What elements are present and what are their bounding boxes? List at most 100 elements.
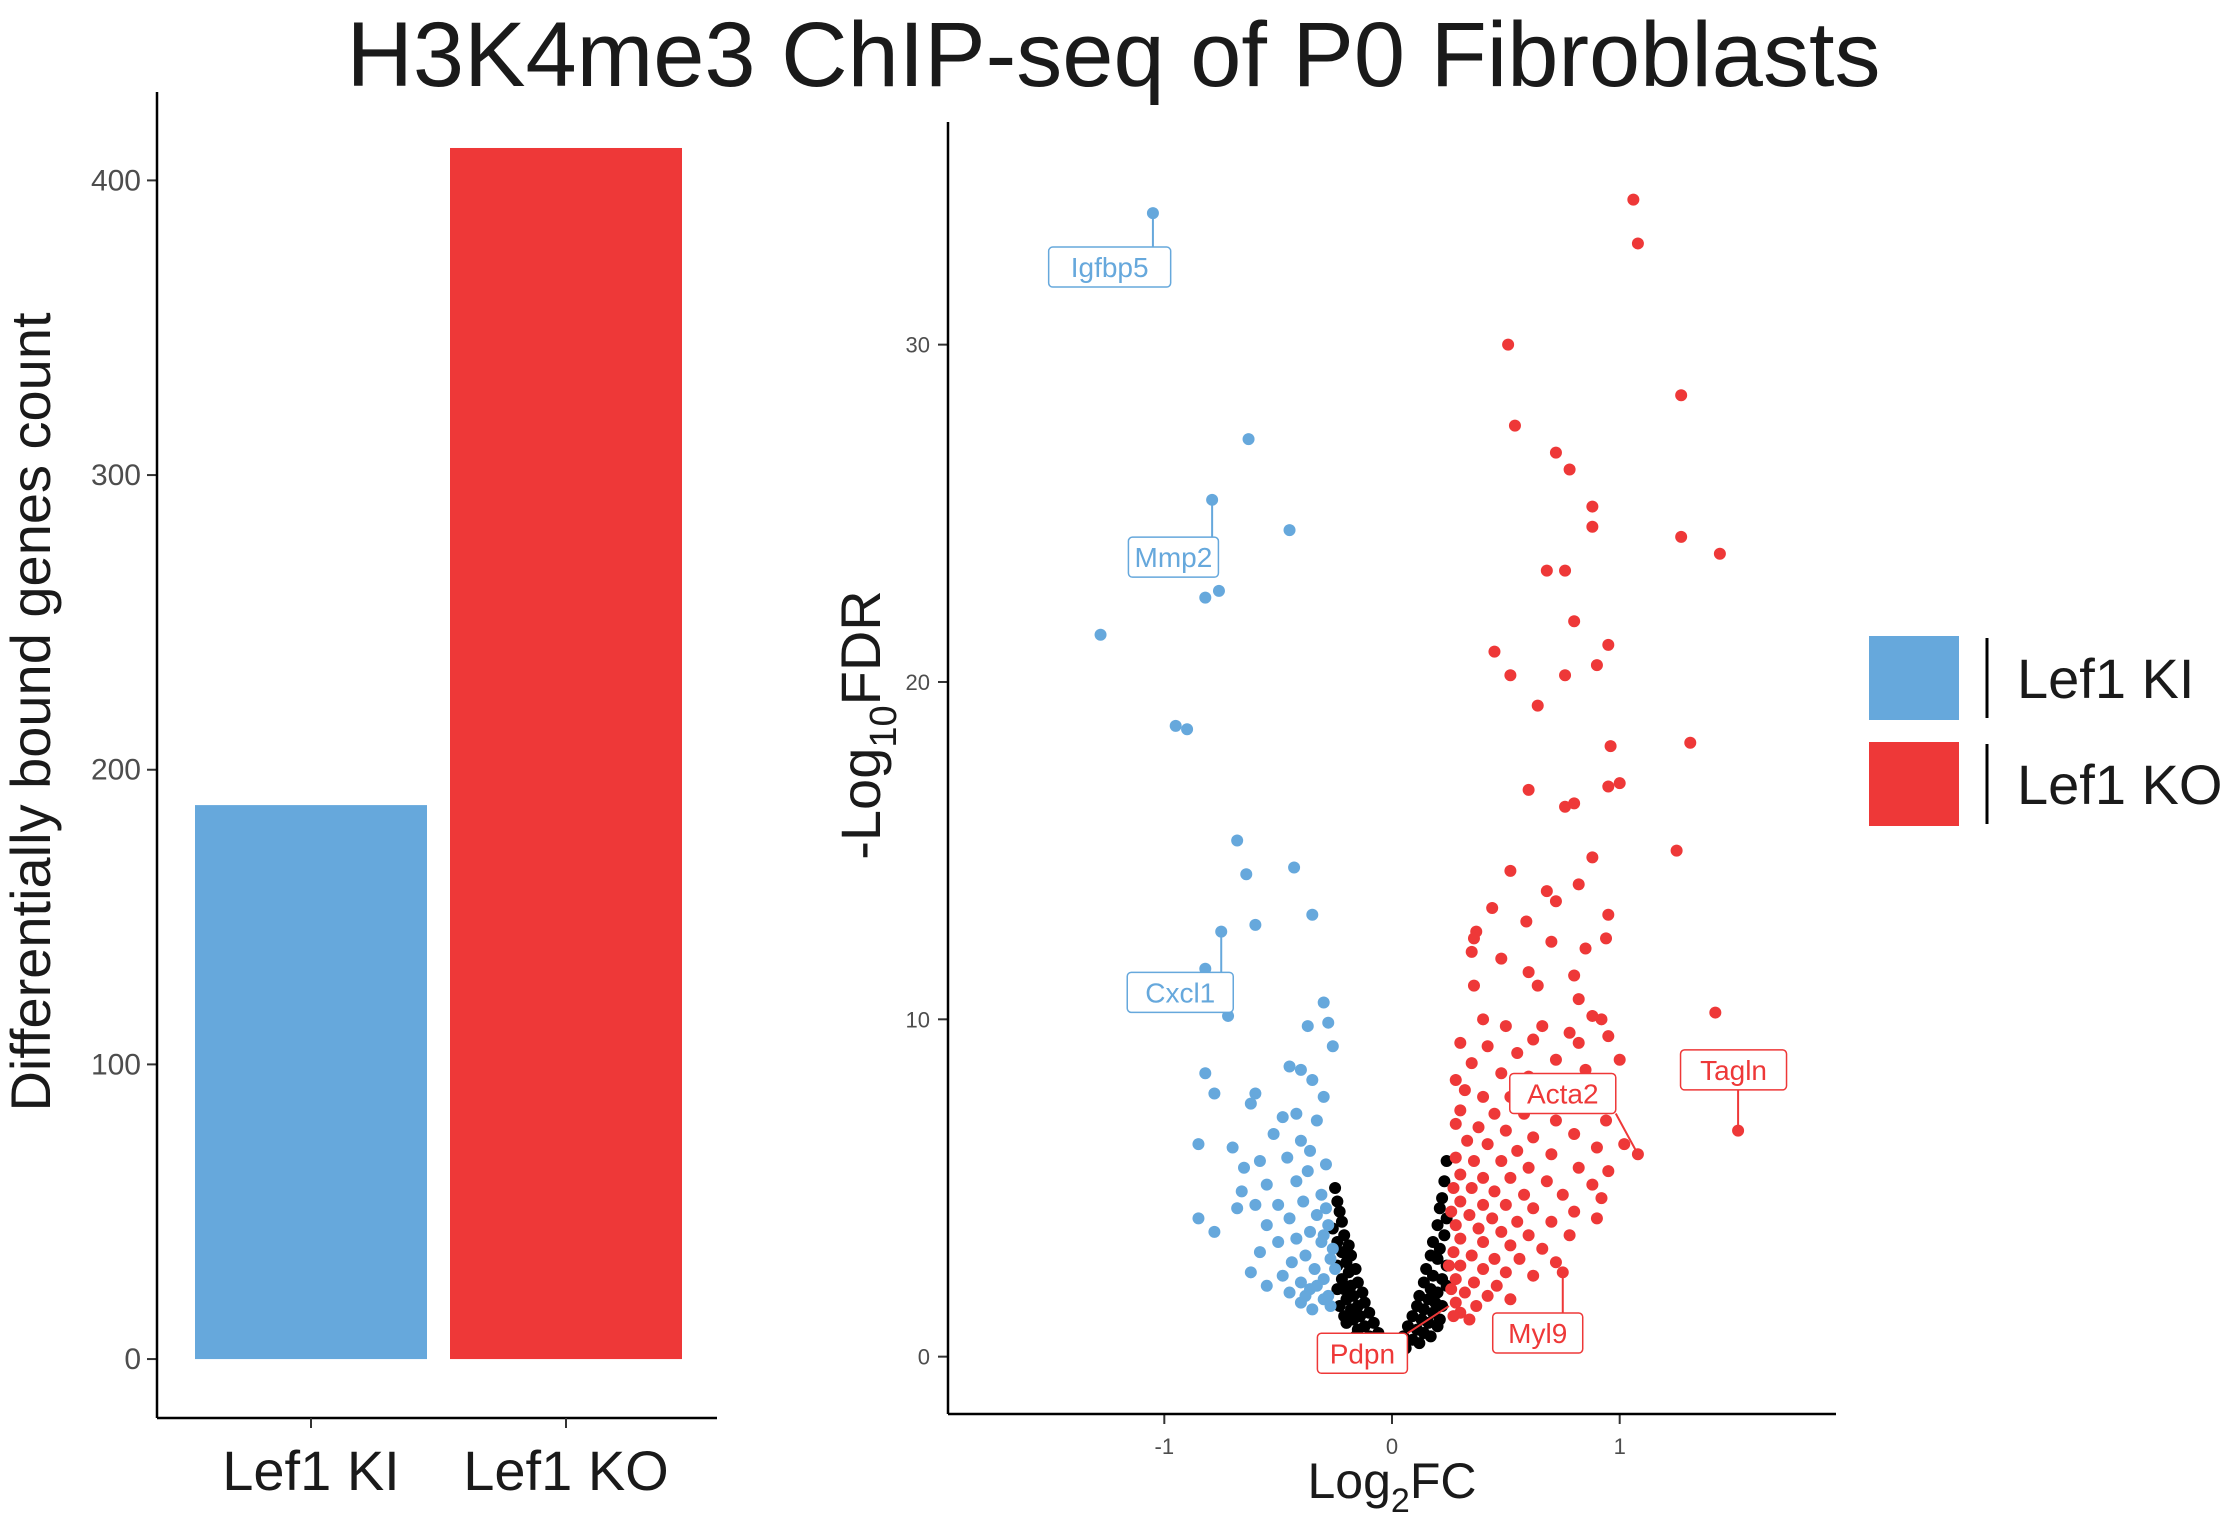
point-lef1-ki bbox=[1317, 1229, 1330, 1242]
point-lef1-ki bbox=[1260, 1219, 1273, 1232]
point-lef1-ki bbox=[1244, 1097, 1257, 1110]
point-lef1-ko bbox=[1477, 1198, 1490, 1211]
point-lef1-ko bbox=[1549, 895, 1562, 908]
point-lef1-ko bbox=[1563, 1026, 1576, 1039]
point-lef1-ko bbox=[1602, 638, 1615, 651]
gene-label-igfbp5: Igfbp5 bbox=[1071, 252, 1149, 283]
gene-label-myl9: Myl9 bbox=[1508, 1318, 1567, 1349]
point-lef1-ko bbox=[1442, 1259, 1455, 1272]
point-lef1-ko bbox=[1511, 1047, 1524, 1060]
point-lef1-ko bbox=[1586, 520, 1599, 533]
point-lef1-ki bbox=[1288, 861, 1301, 874]
point-lef1-ko bbox=[1522, 966, 1535, 979]
point-not-significant bbox=[1329, 1181, 1342, 1194]
point-lef1-ki bbox=[1329, 1262, 1342, 1275]
point-lef1-ko bbox=[1495, 1225, 1508, 1238]
point-lef1-ko bbox=[1447, 1246, 1460, 1259]
point-lef1-ko bbox=[1602, 1165, 1615, 1178]
point-not-significant bbox=[1340, 1256, 1353, 1269]
volcano-x-axis: -1 0 1 bbox=[1155, 1414, 1626, 1459]
volcano-points bbox=[1094, 193, 1745, 1361]
point-lef1-ko bbox=[1579, 942, 1592, 955]
point-not-significant bbox=[1431, 1252, 1444, 1265]
bar-y-tick-label: 200 bbox=[91, 754, 141, 787]
point-lef1-ki bbox=[1272, 1235, 1285, 1248]
point-lef1-ki bbox=[1308, 1262, 1321, 1275]
point-lef1-ko bbox=[1447, 1310, 1460, 1323]
point-lef1-ki bbox=[1208, 1225, 1221, 1238]
point-lef1-ki bbox=[1253, 1246, 1266, 1259]
point-not-significant bbox=[1363, 1306, 1376, 1319]
point-lef1-ko bbox=[1568, 1205, 1581, 1218]
point-lef1-ko bbox=[1602, 1030, 1615, 1043]
volcano-y-tick-label: 20 bbox=[906, 670, 930, 695]
point-lef1-ko bbox=[1545, 1148, 1558, 1161]
volcano-x-axis-title: Log2FC bbox=[1307, 1453, 1476, 1520]
point-lef1-ko bbox=[1568, 1128, 1581, 1141]
point-not-significant bbox=[1431, 1320, 1444, 1333]
point-not-significant bbox=[1433, 1202, 1446, 1215]
point-lef1-ko bbox=[1504, 669, 1517, 682]
annotation-box bbox=[1316, 1332, 1409, 1375]
point-lef1-ko bbox=[1458, 1286, 1471, 1299]
point-lef1-ko bbox=[1454, 1195, 1467, 1208]
point-lef1-ki bbox=[1310, 1114, 1323, 1127]
point-lef1-ko bbox=[1449, 1074, 1462, 1087]
point-lef1-ko bbox=[1490, 1279, 1503, 1292]
point-lef1-ko bbox=[1495, 952, 1508, 965]
point-lef1-ko bbox=[1470, 1300, 1483, 1313]
point-lef1-ki bbox=[1322, 1289, 1335, 1302]
point-lef1-ko bbox=[1454, 1232, 1467, 1245]
point-lef1-ko bbox=[1604, 740, 1617, 753]
point-lef1-ki bbox=[1094, 628, 1107, 641]
bar-chart: 0 100 200 300 400 Lef1 KI Lef1 KO Differentia… bbox=[0, 92, 717, 1502]
annotation-box bbox=[1047, 246, 1172, 288]
point-lef1-ko bbox=[1572, 878, 1585, 891]
bar-y-axis-title: Differentially bound genes count bbox=[0, 312, 62, 1112]
point-lef1-ko bbox=[1449, 1117, 1462, 1130]
point-lef1-ko bbox=[1602, 780, 1615, 793]
point-lef1-ko bbox=[1499, 1020, 1512, 1033]
point-lef1-ko bbox=[1600, 1114, 1613, 1127]
point-lef1-ko bbox=[1499, 1124, 1512, 1137]
point-not-significant bbox=[1417, 1303, 1430, 1316]
point-lef1-ki bbox=[1301, 1020, 1314, 1033]
point-lef1-ki bbox=[1294, 1276, 1307, 1289]
point-not-significant bbox=[1356, 1286, 1369, 1299]
point-lef1-ko bbox=[1461, 1134, 1474, 1147]
point-lef1-ki bbox=[1283, 524, 1296, 537]
point-lef1-ko bbox=[1495, 1067, 1508, 1080]
point-lef1-ko bbox=[1568, 797, 1581, 810]
point-lef1-ko bbox=[1481, 1289, 1494, 1302]
point-lef1-ko bbox=[1684, 736, 1697, 749]
point-not-significant bbox=[1331, 1195, 1344, 1208]
point-lef1-ki bbox=[1281, 1151, 1294, 1164]
point-lef1-ko bbox=[1559, 564, 1572, 577]
point-lef1-ko bbox=[1449, 1151, 1462, 1164]
point-lef1-ko bbox=[1536, 1242, 1549, 1255]
point-lef1-ko bbox=[1513, 1252, 1526, 1265]
point-lef1-ki bbox=[1310, 1208, 1323, 1221]
point-lef1-ko bbox=[1467, 1154, 1480, 1167]
point-lef1-ko bbox=[1549, 446, 1562, 459]
legend: Lef1 KI Lef1 KO bbox=[1869, 636, 2222, 826]
point-lef1-ko bbox=[1508, 419, 1521, 432]
point-lef1-ki bbox=[1326, 1242, 1339, 1255]
point-not-significant bbox=[1436, 1192, 1449, 1205]
point-lef1-ki bbox=[1242, 433, 1255, 446]
point-not-significant bbox=[1431, 1286, 1444, 1299]
point-lef1-ko bbox=[1522, 1161, 1535, 1174]
point-lef1-ko bbox=[1465, 1057, 1478, 1070]
y-title-sub: 10 bbox=[863, 705, 905, 747]
point-lef1-ko bbox=[1527, 1269, 1540, 1282]
bar-marks bbox=[195, 147, 682, 1360]
point-lef1-ko bbox=[1447, 1181, 1460, 1194]
point-lef1-ko bbox=[1527, 1202, 1540, 1215]
legend-swatch bbox=[1869, 636, 1959, 720]
point-lef1-ko bbox=[1504, 1239, 1517, 1252]
point-lef1-ki bbox=[1235, 1185, 1248, 1198]
point-lef1-ki bbox=[1267, 1128, 1280, 1141]
point-lef1-ko bbox=[1540, 564, 1553, 577]
point-lef1-ki bbox=[1322, 1219, 1335, 1232]
point-lef1-ki bbox=[1192, 1212, 1205, 1225]
